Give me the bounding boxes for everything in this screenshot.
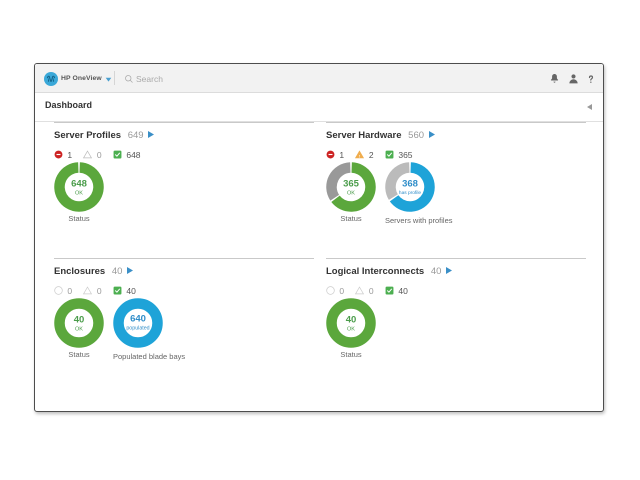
svg-text:40: 40 <box>346 315 357 326</box>
svg-text:OK: OK <box>347 327 355 333</box>
svg-text:!: ! <box>359 154 360 159</box>
svg-text:365: 365 <box>343 179 360 190</box>
svg-text:OK: OK <box>75 191 83 197</box>
svg-text:has profile: has profile <box>399 190 421 196</box>
svg-text:40: 40 <box>74 315 85 326</box>
svg-text:368: 368 <box>402 179 418 190</box>
svg-text:populated: populated <box>126 326 149 332</box>
svg-text:OK: OK <box>75 327 83 333</box>
svg-text:640: 640 <box>130 314 146 325</box>
svg-text:648: 648 <box>71 179 87 190</box>
svg-text:OK: OK <box>347 191 355 197</box>
